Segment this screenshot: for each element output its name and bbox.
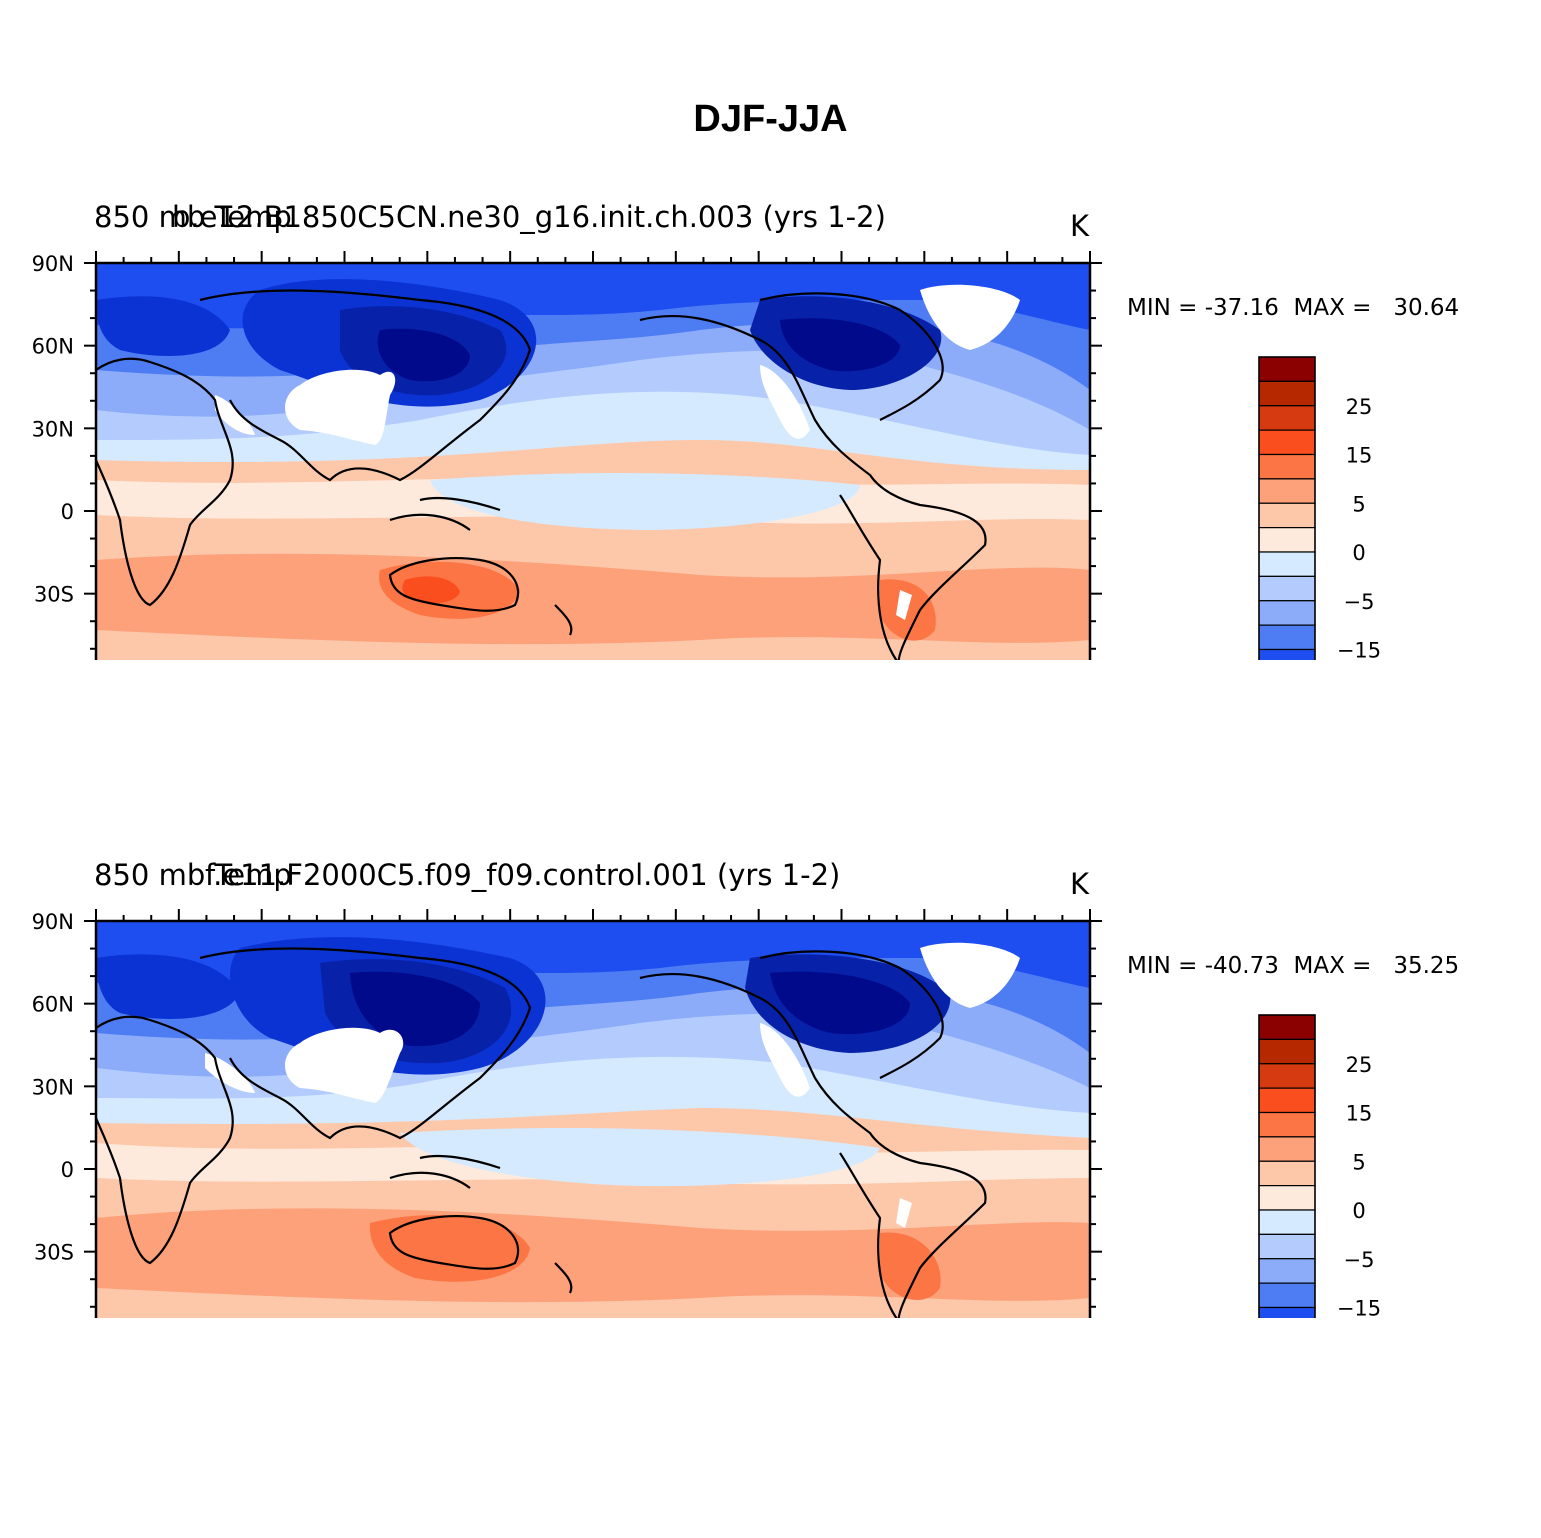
field-label-1: 850 mb Temp bbox=[94, 200, 292, 234]
colorbar-swatch bbox=[1258, 380, 1316, 407]
min-max-stats-1: MIN = -37.16 MAX = 30.64 bbox=[1127, 295, 1460, 321]
colorbar-label: 15 bbox=[1346, 1102, 1373, 1126]
units-label-1: K bbox=[1070, 209, 1090, 243]
map-panel-1: 90N60N30N030S60S90S 030E60E90E120E150E18… bbox=[0, 0, 1541, 660]
colorbar-label: 0 bbox=[1352, 541, 1365, 565]
colorbar-swatch bbox=[1258, 1063, 1316, 1089]
case-label-2: f.e11.F2000C5.f09_f09.control.001 (yrs 1… bbox=[205, 858, 841, 892]
colorbar-swatch bbox=[1258, 1233, 1316, 1260]
colorbar-swatch bbox=[1258, 624, 1316, 651]
colorbar-swatch bbox=[1258, 1136, 1316, 1162]
colorbar-label: −15 bbox=[1337, 639, 1381, 661]
lat-tick-label: 0 bbox=[61, 500, 74, 524]
colorbar-swatch bbox=[1258, 648, 1316, 660]
figure-title: DJF-JJA bbox=[693, 98, 848, 140]
colorbar-swatch bbox=[1258, 1038, 1316, 1065]
colorbar-swatch bbox=[1258, 1111, 1316, 1138]
colorbar-label: 5 bbox=[1352, 1150, 1365, 1174]
coastlines-1 bbox=[96, 289, 987, 660]
map-panel-2-svg: 90N60N30N030S60S90S 030E60E90E120E150E18… bbox=[32, 909, 1381, 1319]
colorbar-frame bbox=[1258, 1014, 1316, 1318]
colorbar-label: 5 bbox=[1352, 492, 1365, 516]
colorbar-swatch bbox=[1258, 502, 1316, 529]
colorbar-swatch bbox=[1258, 1209, 1316, 1235]
field-label-2: 850 mb Temp bbox=[94, 858, 292, 892]
min-max-stats-2: MIN = -40.73 MAX = 35.25 bbox=[1127, 953, 1460, 979]
temperature-field-2 bbox=[96, 921, 1090, 1318]
tick-marks-2 bbox=[84, 909, 1102, 1308]
lat-tick-label: 60N bbox=[32, 993, 74, 1017]
lat-labels-2: 90N60N30N030S60S90S bbox=[32, 910, 74, 1265]
units-label-2: K bbox=[1070, 867, 1090, 901]
colorbar-swatch bbox=[1258, 453, 1316, 480]
colorbar-swatch bbox=[1258, 478, 1316, 504]
lat-tick-label: 30S bbox=[34, 583, 74, 607]
colorbar-swatch bbox=[1258, 1306, 1316, 1318]
colorbar-frame bbox=[1258, 356, 1316, 660]
colorbar-label: −15 bbox=[1337, 1297, 1381, 1319]
colorbar-label: 25 bbox=[1346, 395, 1373, 419]
temperature-field-1 bbox=[96, 263, 1090, 660]
lat-tick-label: 90N bbox=[32, 910, 74, 934]
colorbar-swatch bbox=[1258, 1185, 1316, 1211]
colorbar-swatch bbox=[1258, 551, 1316, 577]
colorbar-label: 15 bbox=[1346, 444, 1373, 468]
colorbar-label: 0 bbox=[1352, 1199, 1365, 1223]
colorbar-swatch bbox=[1258, 405, 1316, 431]
tick-marks-1 bbox=[84, 251, 1102, 650]
colorbar-swatch bbox=[1258, 1282, 1316, 1309]
lat-tick-label: 30N bbox=[32, 1075, 74, 1099]
lat-tick-label: 90N bbox=[32, 252, 74, 276]
colorbar-swatch bbox=[1258, 1160, 1316, 1187]
colorbar-label: −5 bbox=[1344, 590, 1375, 614]
map-panel-1-svg: 90N60N30N030S60S90S 030E60E90E120E150E18… bbox=[32, 251, 1381, 661]
colorbar-swatch bbox=[1258, 1258, 1316, 1284]
lat-tick-label: 30N bbox=[32, 417, 74, 441]
lat-tick-label: 60N bbox=[32, 335, 74, 359]
coastlines-2 bbox=[96, 947, 987, 1318]
map-panel-2: 90N60N30N030S60S90S 030E60E90E120E150E18… bbox=[0, 658, 1541, 1318]
colorbar-swatch bbox=[1258, 1087, 1316, 1114]
colorbar-swatch bbox=[1258, 575, 1316, 602]
colorbar-label: 25 bbox=[1346, 1053, 1373, 1077]
case-label-1: b.e12.B1850C5CN.ne30_g16.init.ch.003 (yr… bbox=[172, 200, 886, 234]
colorbar-swatch bbox=[1258, 356, 1316, 382]
lat-tick-label: 30S bbox=[34, 1241, 74, 1265]
colorbar-swatch bbox=[1258, 1014, 1316, 1040]
lat-tick-label: 0 bbox=[61, 1158, 74, 1182]
colorbar-swatch bbox=[1258, 600, 1316, 626]
colorbar-swatch bbox=[1258, 527, 1316, 553]
lat-labels-1: 90N60N30N030S60S90S bbox=[32, 252, 74, 607]
colorbar-swatch bbox=[1258, 429, 1316, 456]
colorbar-label: −5 bbox=[1344, 1248, 1375, 1272]
